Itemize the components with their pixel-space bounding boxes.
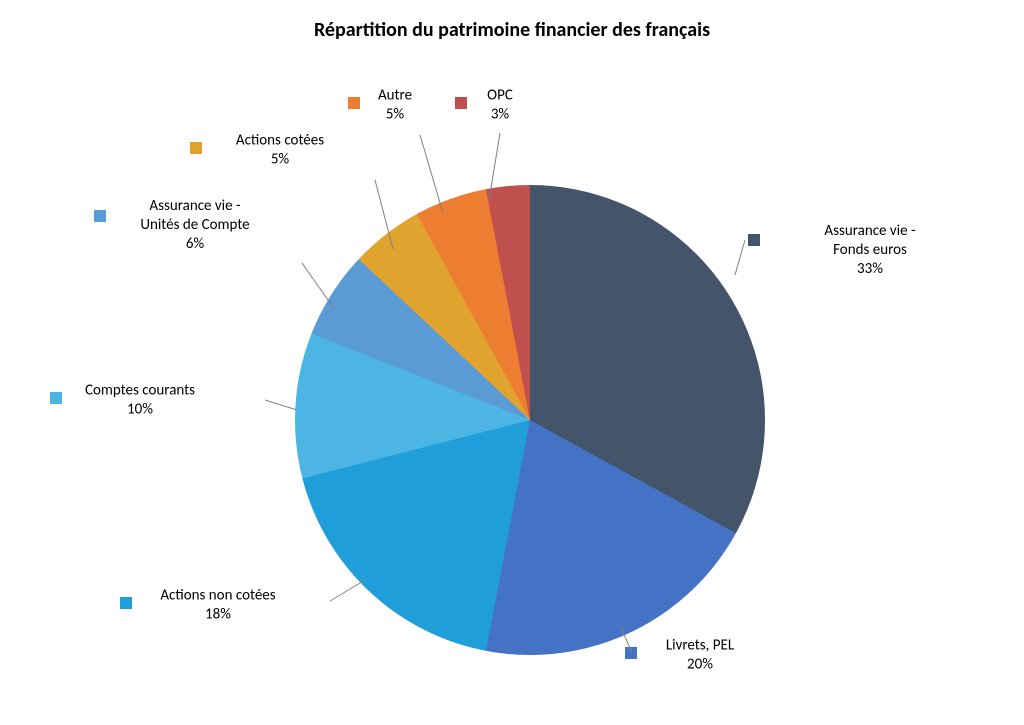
slice-label-percent: 18% xyxy=(160,605,275,624)
slice-label-name: Actions non cotées xyxy=(160,586,275,605)
slice-label-percent: 5% xyxy=(236,150,324,169)
legend-marker xyxy=(748,234,760,246)
legend-marker xyxy=(190,142,202,154)
slice-label-name: Livrets, PEL xyxy=(666,636,734,655)
legend-marker xyxy=(348,97,360,109)
slice-label-name: Fonds euros xyxy=(824,241,915,260)
slice-label-percent: 10% xyxy=(85,400,195,419)
legend-marker xyxy=(120,597,132,609)
slice-label-percent: 3% xyxy=(487,105,513,124)
slice-label: OPC3% xyxy=(487,86,513,124)
pie-disc xyxy=(295,185,765,655)
legend-marker xyxy=(50,392,62,404)
slice-label-name: Assurance vie - xyxy=(140,197,249,216)
slice-label-name: Autre xyxy=(378,86,412,105)
slice-label: Assurance vie -Fonds euros33% xyxy=(824,222,915,278)
slice-label-percent: 33% xyxy=(824,259,915,278)
slice-label: Actions non cotées18% xyxy=(160,586,275,624)
slice-label-percent: 20% xyxy=(666,655,734,674)
slice-label: Comptes courants10% xyxy=(85,381,195,419)
pie-chart xyxy=(295,185,765,655)
slice-label: Autre5% xyxy=(378,86,412,124)
legend-marker xyxy=(94,210,106,222)
slice-label-percent: 5% xyxy=(378,105,412,124)
slice-label: Actions cotées5% xyxy=(236,131,324,169)
chart-title: Répartition du patrimoine financier des … xyxy=(0,18,1024,42)
leader-line xyxy=(265,400,297,410)
slice-label-name: Unités de Compte xyxy=(140,216,249,235)
slice-label-name: Actions cotées xyxy=(236,131,324,150)
slice-label-percent: 6% xyxy=(140,234,249,253)
slice-label-name: OPC xyxy=(487,86,513,105)
legend-marker xyxy=(455,97,467,109)
slice-label-name: Comptes courants xyxy=(85,381,195,400)
slice-label: Livrets, PEL20% xyxy=(666,636,734,674)
slice-label: Assurance vie -Unités de Compte6% xyxy=(140,197,249,253)
chart-container: Répartition du patrimoine financier des … xyxy=(0,0,1024,725)
slice-label-name: Assurance vie - xyxy=(824,222,915,241)
legend-marker xyxy=(625,647,637,659)
